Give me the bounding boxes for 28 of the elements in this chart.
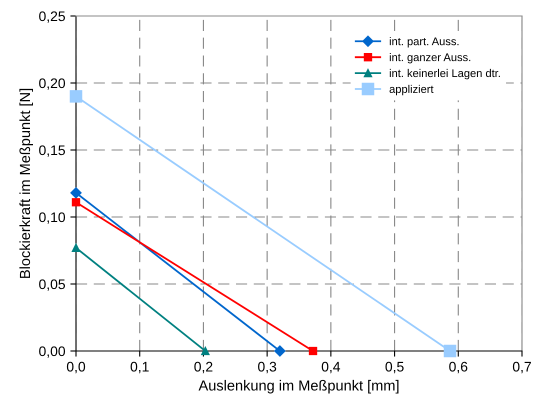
x-tick-label: 0,7 bbox=[512, 362, 531, 374]
y-tick-label: 0,25 bbox=[39, 11, 66, 23]
point bbox=[72, 198, 80, 206]
point bbox=[274, 345, 286, 357]
y-tick-label: 0,15 bbox=[39, 145, 66, 157]
point bbox=[70, 187, 82, 198]
point bbox=[308, 346, 318, 356]
y-tick-label: 0,05 bbox=[39, 279, 66, 291]
x-tick-label: 0,1 bbox=[130, 362, 149, 374]
point bbox=[201, 346, 210, 356]
legend-label: int. part. Auss. bbox=[390, 37, 458, 48]
x-tick-label: 0,6 bbox=[449, 362, 468, 374]
point bbox=[444, 344, 456, 358]
point bbox=[70, 90, 82, 103]
y-tick-label: 0,10 bbox=[39, 212, 66, 224]
legend-label: int. keinerlei Lagen dtr. bbox=[390, 68, 500, 80]
point bbox=[72, 244, 80, 252]
x-tick-label: 0,5 bbox=[385, 362, 404, 374]
y-axis-title: Blockierkraft im Meßpunkt [N] bbox=[19, 88, 33, 278]
x-tick-label: 0,0 bbox=[66, 362, 86, 374]
y-tick-label: 0,20 bbox=[39, 78, 66, 90]
x-tick-label: 0,4 bbox=[322, 362, 340, 374]
x-tick-label: 0,3 bbox=[258, 362, 276, 374]
legend-label: appliziert bbox=[390, 84, 434, 96]
x-axis-title: Auslenkung im Meßpunkt [mm] bbox=[198, 380, 398, 394]
y-tick-label: 0,00 bbox=[39, 346, 66, 358]
legend-label: int. ganzer Auss. bbox=[390, 53, 470, 64]
x-tick-label: 0,2 bbox=[194, 362, 212, 374]
